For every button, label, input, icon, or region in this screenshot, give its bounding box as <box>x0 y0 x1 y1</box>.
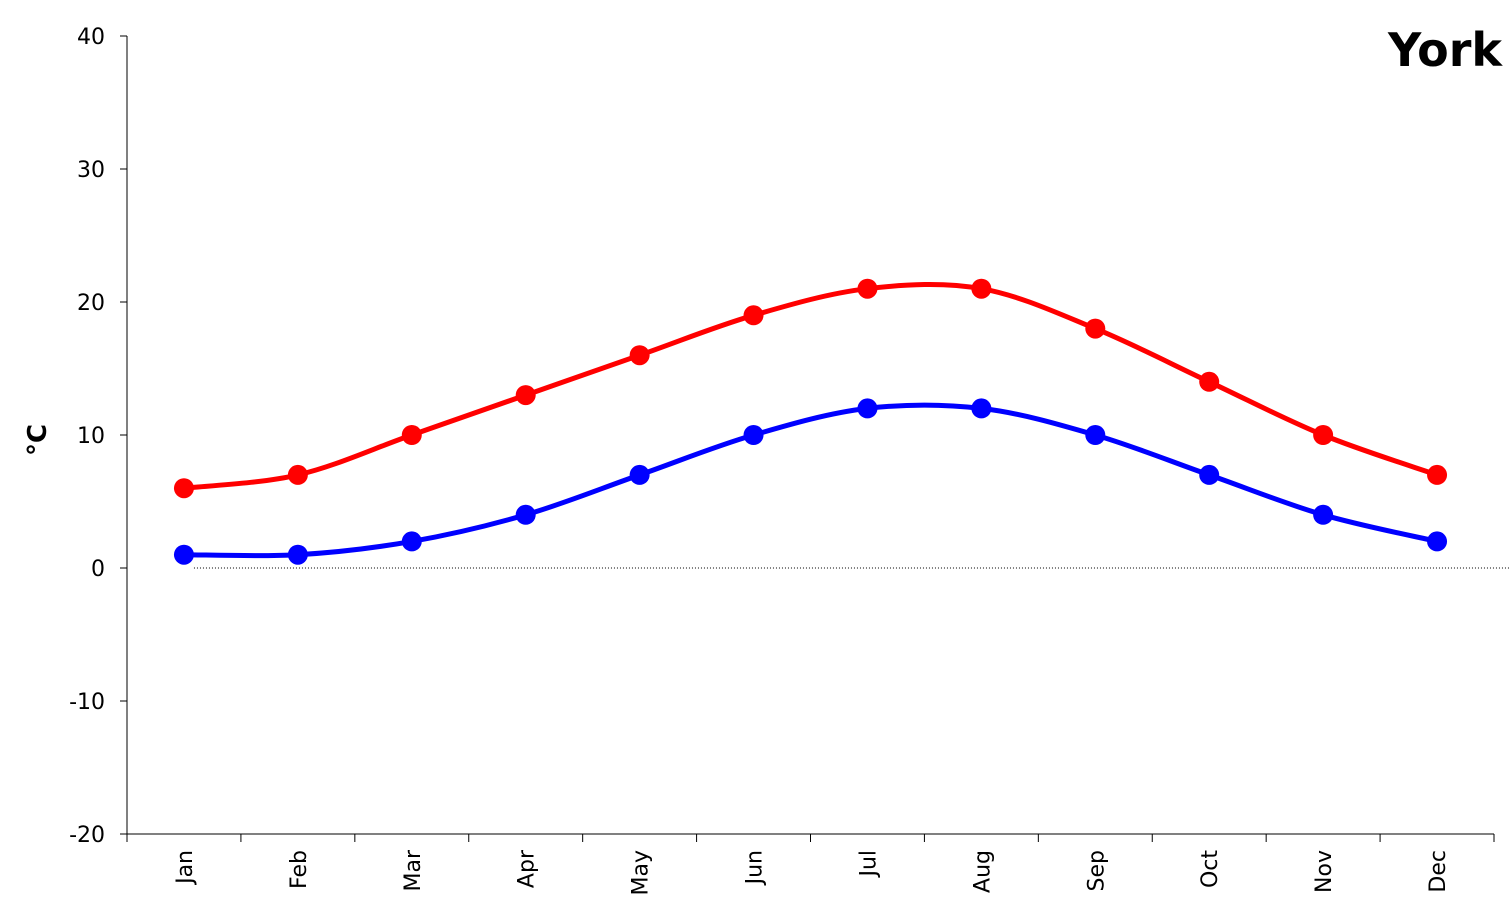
y-tick-label: 40 <box>77 25 105 50</box>
data-point <box>743 425 764 445</box>
data-point <box>515 385 536 406</box>
data-point <box>173 544 194 565</box>
series-1 <box>173 278 1448 499</box>
chart-title: York <box>1387 23 1503 77</box>
x-tick-label: May <box>629 850 654 895</box>
axes <box>126 36 1510 835</box>
data-point <box>1313 425 1334 445</box>
data-point <box>1427 531 1448 552</box>
x-tick-label: Jul <box>856 850 881 879</box>
data-point <box>743 305 764 326</box>
data-point <box>401 531 422 552</box>
data-point <box>1199 464 1220 485</box>
y-tick-label: 0 <box>91 557 105 582</box>
x-tick-label: Jan <box>173 850 198 886</box>
x-axis-ticks: Jan Feb Mar Apr May Jun Jul Aug Sep Oct Nov Dec <box>126 834 1495 895</box>
x-tick-label: Aug <box>970 850 995 893</box>
x-tick-label: Jun <box>743 850 768 886</box>
y-axis-label: °C <box>23 424 53 456</box>
data-point <box>173 478 194 499</box>
x-tick-label: Sep <box>1084 850 1109 891</box>
x-tick-label: Oct <box>1198 850 1223 888</box>
series-layer <box>173 278 1448 565</box>
data-point <box>1085 425 1106 445</box>
data-point <box>1199 371 1220 392</box>
data-point <box>857 398 878 419</box>
data-point <box>857 278 878 299</box>
data-point <box>629 345 650 366</box>
x-tick-label: Dec <box>1426 850 1451 893</box>
x-tick-label: Feb <box>287 850 312 889</box>
data-point <box>971 398 992 419</box>
x-tick-label: Nov <box>1312 850 1337 893</box>
data-point <box>629 464 650 485</box>
y-axis-ticks: 40 30 20 10 0 -10 -20 <box>69 25 127 848</box>
series-line <box>181 402 1440 559</box>
x-tick-label: Apr <box>515 849 540 888</box>
series-2 <box>173 398 1448 565</box>
y-tick-label: 30 <box>77 158 105 183</box>
series-line <box>181 282 1440 491</box>
data-point <box>1427 464 1448 485</box>
data-point <box>401 425 422 445</box>
data-point <box>287 464 308 485</box>
y-tick-label: 10 <box>77 424 105 449</box>
y-tick-label: -20 <box>69 823 105 848</box>
data-point <box>971 278 992 299</box>
data-point <box>515 504 536 525</box>
data-point <box>1313 504 1334 525</box>
data-point <box>1085 318 1106 339</box>
y-tick-label: -10 <box>69 690 105 715</box>
x-tick-label: Mar <box>401 849 426 891</box>
data-point <box>287 544 308 565</box>
y-tick-label: 20 <box>77 291 105 316</box>
